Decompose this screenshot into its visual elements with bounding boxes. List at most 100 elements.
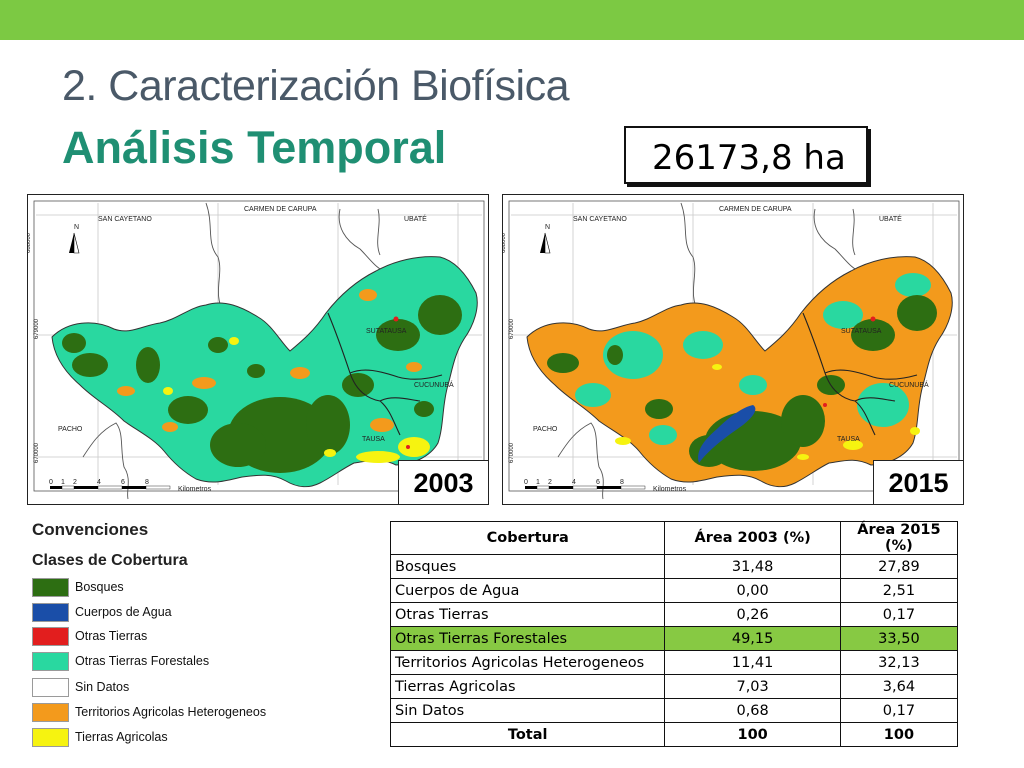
slide-title: 2. Caracterización Biofísica [62,62,570,110]
year-label: 2015 [873,460,963,504]
scale-tick: 8 [620,479,624,486]
cell-cobertura: Otras Tierras Forestales [389,626,666,651]
legend-label: Territorios Agricolas Heterogeneos [75,705,267,719]
label-carmen-de-carupa: CARMEN DE CARUPA [244,206,317,213]
label-cucunuba: CUCUNUBÁ [889,380,929,389]
legend-label: Cuerpos de Agua [75,605,172,619]
scale-unit: Kilometros [178,486,212,493]
legend-swatch [32,578,69,597]
cell-cobertura: Sin Datos [389,698,666,723]
total-area-box: 26173,8 ha [624,126,868,184]
cell-area-2015: 2,51 [839,578,959,603]
north-letter: N [74,224,79,231]
scale-bar: 0 1 2 4 6 8 Kilometros [49,479,212,493]
coord-label: 688000 [503,232,507,253]
coord-label: 679000 [34,318,40,339]
legend-title: Convenciones [32,520,149,539]
legend-swatch [32,703,69,722]
slide-subtitle: Análisis Temporal [62,122,447,173]
label-cucunuba: CUCUNUBÁ [414,380,454,389]
header-area-2003: Área 2003 (%) [664,521,841,555]
land-cover-map-2003: SAN CAYETANO CARMEN DE CARUPA UBATÉ SUTA… [28,200,485,500]
table-body: Bosques 31,48 27,89 Cuerpos de Agua 0,00 2,51… [389,554,959,747]
cell-area-2003: 11,41 [664,650,841,675]
map-2015: SAN CAYETANO CARMEN DE CARUPA UBATÉ SUTA… [502,194,964,505]
north-arrow-icon [69,233,74,253]
map-2015-labels: SAN CAYETANO CARMEN DE CARUPA UBATÉ SUTA… [503,206,929,463]
legend-label: Bosques [75,580,124,594]
cell-area-2015: 33,50 [839,626,959,651]
cell-cobertura: Bosques [389,554,666,579]
total-area-label: 26173,8 ha [652,138,846,178]
legend-swatch [32,652,69,671]
cell-area-2015: 27,89 [839,554,959,579]
cell-cobertura: Territorios Agricolas Heterogeneos [389,650,666,675]
scale-tick: 2 [548,479,552,486]
table-row: Otras Tierras Forestales 49,15 33,50 [389,626,959,651]
total-value: 100 [839,722,959,747]
table-row: Sin Datos 0,68 0,17 [389,698,959,723]
scale-unit: Kilometros [653,486,687,493]
legend-swatch [32,678,69,697]
legend-label: Otras Tierras [75,629,148,643]
cell-cobertura: Cuerpos de Agua [389,578,666,603]
cell-area-2003: 0,26 [664,602,841,627]
label-ubate: UBATÉ [879,214,902,223]
scale-tick: 4 [572,479,576,486]
coord-label: 670000 [34,442,40,463]
cell-area-2003: 31,48 [664,554,841,579]
cell-area-2003: 0,68 [664,698,841,723]
cell-area-2003: 7,03 [664,674,841,699]
label-sutatausa: SUTATAUSA [841,328,882,335]
scale-bar: 0 1 2 4 6 8 Kilometros [524,479,687,493]
total-label: Total [389,722,666,747]
legend-label: Tierras Agricolas [75,730,168,744]
table-row: Otras Tierras 0,26 0,17 [389,602,959,627]
label-san-cayetano: SAN CAYETANO [573,216,627,223]
table-row: Cuerpos de Agua 0,00 2,51 [389,578,959,603]
header-cobertura: Cobertura [389,521,666,555]
legend-swatch [32,728,69,747]
year-label: 2003 [398,460,488,504]
map-2003: SAN CAYETANO CARMEN DE CARUPA UBATÉ SUTA… [27,194,489,505]
label-carmen-de-carupa: CARMEN DE CARUPA [719,206,792,213]
table-row: Bosques 31,48 27,89 [389,554,959,579]
coord-label: 670000 [509,442,515,463]
legend-swatch [32,603,69,622]
label-sutatausa: SUTATAUSA [366,328,407,335]
cell-area-2003: 49,15 [664,626,841,651]
water-body [698,405,756,463]
cell-cobertura: Otras Tierras [389,602,666,627]
scale-tick: 4 [97,479,101,486]
cell-area-2015: 0,17 [839,602,959,627]
coord-label: 688000 [28,232,32,253]
scale-tick: 6 [596,479,600,486]
legend-swatch [32,627,69,646]
label-pacho: PACHO [58,426,83,433]
header-area-2015: Área 2015 (%) [839,521,959,555]
scale-tick: 6 [121,479,125,486]
scale-tick: 0 [524,479,528,486]
total-value: 100 [664,722,841,747]
table-row: Territorios Agricolas Heterogeneos 11,41 3… [389,650,959,675]
label-san-cayetano: SAN CAYETANO [98,216,152,223]
label-pacho: PACHO [533,426,558,433]
scale-tick: 0 [49,479,53,486]
label-tausa: TAUSA [837,436,860,443]
cell-area-2015: 3,64 [839,674,959,699]
legend-label: Otras Tierras Forestales [75,654,210,668]
north-arrow-icon [540,233,545,253]
cell-area-2015: 0,17 [839,698,959,723]
label-tausa: TAUSA [362,436,385,443]
legend-label: Sin Datos [75,680,130,694]
table-row: Tierras Agricolas 7,03 3,64 [389,674,959,699]
table-total-row: Total 100 100 [389,722,959,747]
cell-area-2015: 32,13 [839,650,959,675]
cell-area-2003: 0,00 [664,578,841,603]
scale-tick: 1 [536,479,540,486]
scale-tick: 8 [145,479,149,486]
cell-cobertura: Tierras Agricolas [389,674,666,699]
table-header-row: Cobertura Área 2003 (%) Área 2015 (%) [389,521,959,555]
scale-tick: 2 [73,479,77,486]
scale-tick: 1 [61,479,65,486]
